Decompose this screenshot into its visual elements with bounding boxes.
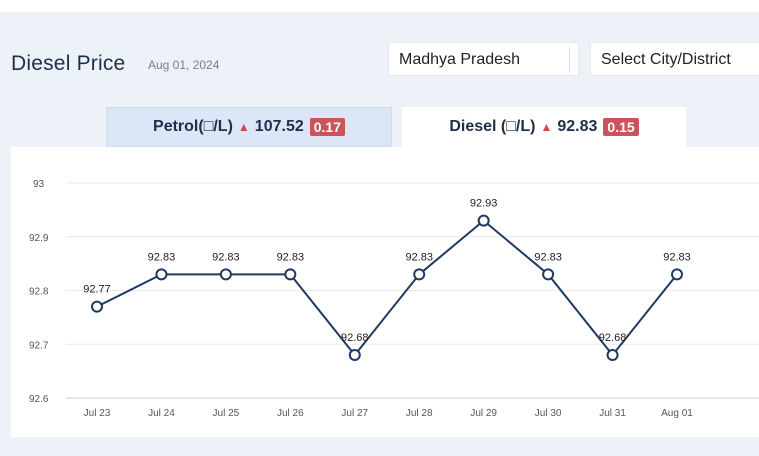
x-tick-label: Jul 30 [535,408,562,419]
tab-petrol-change-badge: 0.17 [309,118,345,136]
y-tick-label: 92.8 [29,287,49,298]
x-tick-label: Jul 27 [341,408,368,419]
y-tick-label: 92.7 [29,340,49,351]
data-label: 92.68 [341,332,369,344]
x-tick-label: Jul 31 [599,408,626,419]
x-tick-label: Aug 01 [661,408,693,419]
y-tick-label: 93 [33,179,45,190]
data-label: 92.83 [663,251,691,263]
price-date: Aug 01, 2024 [148,58,220,72]
data-label: 92.93 [470,198,498,210]
data-point [219,268,232,281]
tab-diesel[interactable]: Diesel (□/L) ▲ 92.83 0.15 [402,107,686,147]
data-label: 92.83 [534,251,562,263]
data-label: 92.83 [277,251,305,263]
data-point [477,214,490,227]
tab-diesel-label: Diesel (□/L) [449,118,536,135]
data-label: 92.77 [83,284,111,296]
tab-petrol-label: Petrol(□/L) [153,118,233,135]
price-up-icon: ▲ [540,120,553,134]
top-strip [0,0,759,12]
data-point [155,268,168,281]
page-title: Diesel Price [11,52,126,75]
x-tick-label: Jul 28 [406,408,433,419]
tab-petrol-price: 107.52 [254,118,304,135]
y-tick-label: 92.9 [29,233,49,244]
x-tick-label: Jul 23 [84,408,111,419]
tab-petrol[interactable]: Petrol(□/L) ▲ 107.52 0.17 [106,107,392,147]
data-point [671,268,683,281]
x-tick-label: Jul 26 [277,408,304,419]
data-point [284,268,297,281]
state-select-divider [569,47,570,73]
price-chart-panel: 92.6 92.7 92.8 92.9 93 Jul 23 Jul 24 Jul 25 Jul … [11,147,759,437]
data-point [542,268,555,281]
city-select[interactable]: Select City/District [590,42,759,76]
y-tick-label: 92.6 [29,394,49,405]
x-tick-label: Jul 29 [470,408,497,419]
price-line-chart: 92.6 92.7 92.8 92.9 93 Jul 23 Jul 24 Jul 25 Jul … [29,179,759,419]
data-point [606,349,619,361]
x-tick-label: Jul 25 [213,408,240,419]
state-select-value: Madhya Pradesh [399,51,520,68]
city-select-value: Select City/District [601,51,731,68]
tab-diesel-price: 92.83 [557,118,598,135]
data-point [91,300,103,313]
state-select[interactable]: Madhya Pradesh [388,42,579,76]
data-label: 92.83 [405,251,433,263]
price-up-icon: ▲ [237,120,250,134]
data-label: 92.83 [212,251,240,263]
tab-diesel-change-badge: 0.15 [603,118,639,136]
data-label: 92.68 [599,332,627,344]
data-point [413,268,426,281]
x-tick-label: Jul 24 [148,408,175,419]
data-point [348,349,361,361]
data-label: 92.83 [148,251,176,263]
series-line [96,219,678,357]
